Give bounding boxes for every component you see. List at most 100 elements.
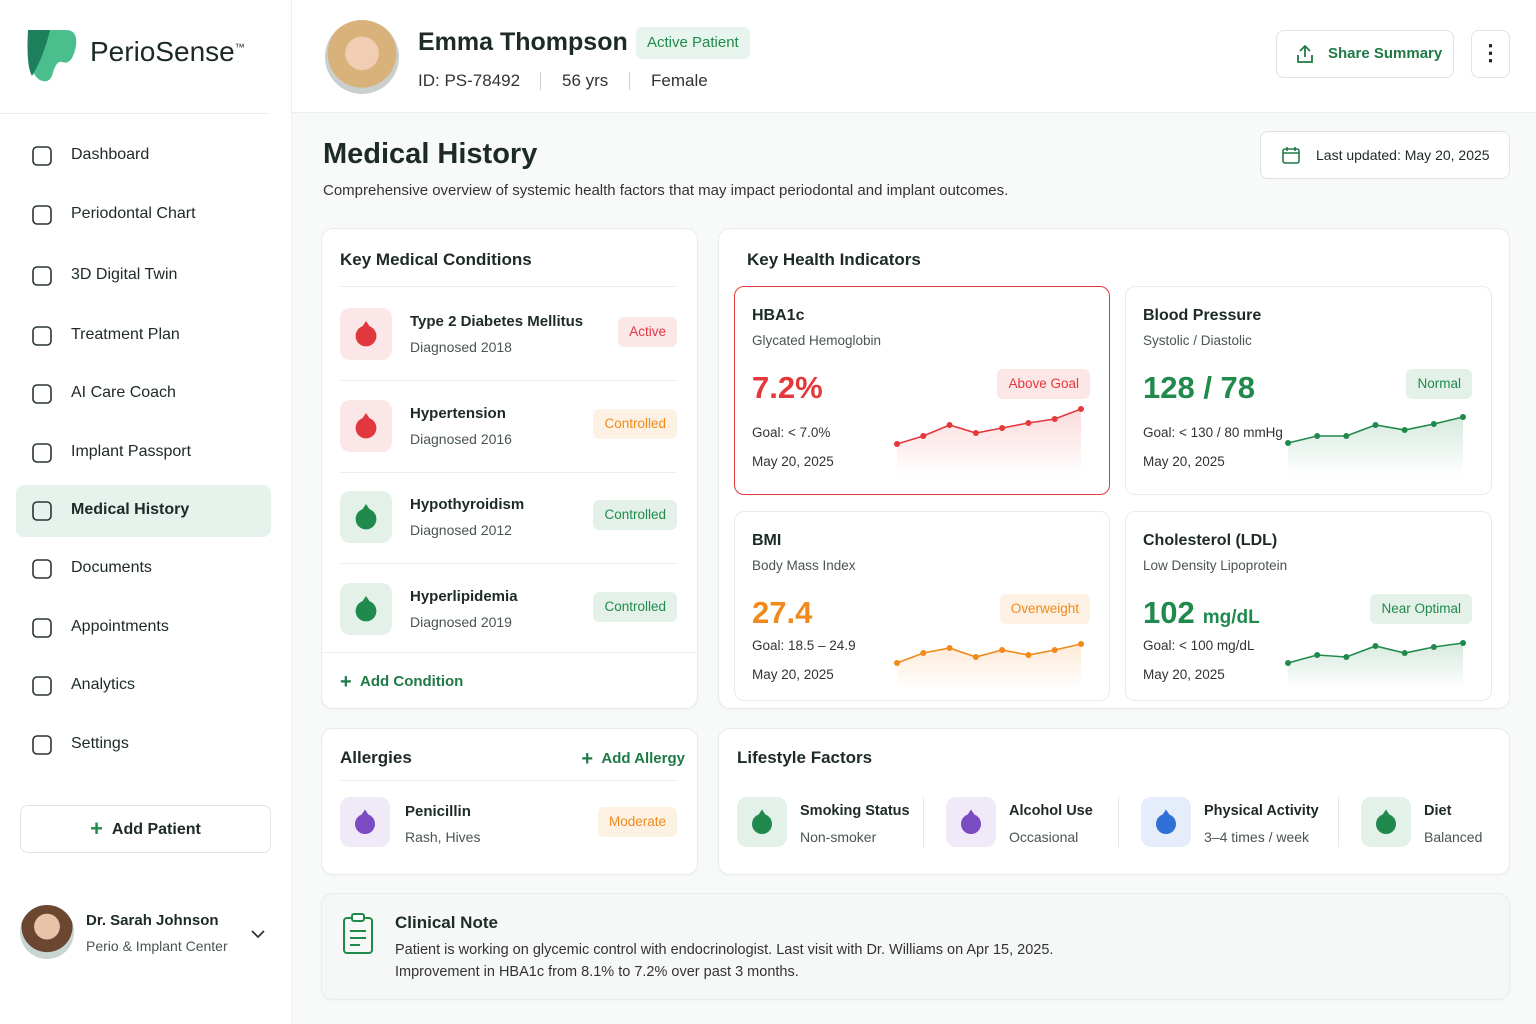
logo <box>27 30 77 82</box>
indicator-value: 102 mg/dL <box>1143 595 1260 630</box>
last-updated-text: Last updated: May 20, 2025 <box>1316 147 1490 163</box>
user-avatar <box>20 905 74 959</box>
patient-age: 56 yrs <box>562 71 609 90</box>
add-patient-button[interactable]: + Add Patient <box>20 805 271 853</box>
add-condition[interactable]: + Add Condition <box>340 671 464 693</box>
glyph <box>357 321 375 334</box>
glyph <box>962 809 980 822</box>
divider <box>340 286 677 287</box>
nav-item[interactable]: Analytics <box>71 676 136 693</box>
indicator-name: BMI <box>752 532 782 549</box>
glyph <box>32 501 52 521</box>
glyph <box>32 266 52 286</box>
add-allergy-label: Add Allergy <box>601 750 685 767</box>
note-line: Patient is working on glycemic control w… <box>395 942 1054 958</box>
separator <box>1118 797 1119 847</box>
user-org: Perio & Implant Center <box>86 938 228 954</box>
glyph <box>753 809 771 822</box>
card-title: Key Health Indicators <box>747 250 921 269</box>
indicator-unit: mg/dL <box>1202 607 1260 628</box>
indicator-subtitle: Low Density Lipoprotein <box>1143 558 1288 573</box>
condition-name: Hypothyroidism <box>410 496 525 513</box>
lifestyle-label: Diet <box>1424 803 1452 819</box>
nav-icon <box>32 443 52 463</box>
lifestyle-label: Alcohol Use <box>1009 803 1093 819</box>
indicator-goal: Goal: < 130 / 80 mmHg <box>1143 425 1283 440</box>
add-patient-label: Add Patient <box>111 821 201 838</box>
indicator-name: Blood Pressure <box>1143 307 1262 324</box>
trademark: ™ <box>234 42 245 54</box>
indicator-date: May 20, 2025 <box>1143 454 1225 469</box>
status-badge: Near Optimal <box>1370 594 1472 624</box>
divider <box>0 113 270 114</box>
condition-icon <box>340 583 392 635</box>
patient-id: ID: PS-78492 <box>418 71 521 90</box>
indicator-date: May 20, 2025 <box>1143 667 1225 682</box>
nav-icon <box>32 501 52 521</box>
add-allergy[interactable]: + Add Allergy <box>581 748 685 770</box>
nav-item[interactable]: Dashboard <box>71 146 150 163</box>
glyph <box>1157 809 1175 822</box>
glyph <box>32 618 52 638</box>
nav-icon <box>32 266 52 286</box>
clinical-note <box>321 893 1510 1000</box>
glyph <box>32 326 52 346</box>
more-button[interactable]: ⋮ <box>1471 30 1510 78</box>
divider <box>340 780 677 781</box>
icon-glyph <box>752 809 772 834</box>
indicator-value: 7.2% <box>752 370 823 405</box>
lifestyle-label: Smoking Status <box>800 803 910 819</box>
user-name: Dr. Sarah Johnson <box>86 912 219 929</box>
condition-diagnosed: Diagnosed 2018 <box>410 339 512 355</box>
divider <box>340 472 677 473</box>
share-button[interactable]: Share Summary <box>1276 30 1454 78</box>
nav-item[interactable]: Settings <box>71 735 129 752</box>
icon-glyph <box>355 321 377 347</box>
nav-item[interactable]: Implant Passport <box>71 443 192 460</box>
condition-diagnosed: Diagnosed 2016 <box>410 431 512 447</box>
glyph <box>32 735 52 755</box>
separator <box>540 72 541 90</box>
page-title: Medical History <box>323 138 538 170</box>
nav-item[interactable]: Documents <box>71 559 152 576</box>
indicator-goal: Goal: < 7.0% <box>752 425 831 440</box>
icon-glyph <box>1376 809 1396 834</box>
icon-glyph <box>355 596 377 622</box>
separator <box>1338 797 1339 847</box>
lifestyle-label: Physical Activity <box>1204 803 1319 819</box>
nav-item[interactable]: 3D Digital Twin <box>71 266 178 283</box>
glyph <box>32 384 52 404</box>
indicator-subtitle: Body Mass Index <box>752 558 856 573</box>
nav-icon <box>32 384 52 404</box>
condition-name: Hyperlipidemia <box>410 588 518 605</box>
nav-item[interactable]: Treatment Plan <box>71 326 180 343</box>
condition-name: Type 2 Diabetes Mellitus <box>410 313 584 330</box>
lifestyle-value: Occasional <box>1009 829 1079 845</box>
status-badge: Moderate <box>597 807 677 837</box>
nav-icon <box>32 618 52 638</box>
nav-item[interactable]: Appointments <box>71 618 169 635</box>
status-badge: Controlled <box>593 500 677 530</box>
status-badge: Controlled <box>593 409 677 439</box>
nav-icon <box>32 676 52 696</box>
icon-glyph <box>355 413 377 439</box>
glyph <box>356 809 374 822</box>
nav-item[interactable]: Periodontal Chart <box>71 205 196 222</box>
status-badge: Controlled <box>593 592 677 622</box>
condition-icon <box>340 491 392 543</box>
status-badge: Overweight <box>999 594 1090 624</box>
lifestyle-card <box>718 728 1510 875</box>
chevron[interactable] <box>250 928 266 940</box>
nav-item[interactable]: AI Care Coach <box>71 384 176 401</box>
indicator-date: May 20, 2025 <box>752 667 834 682</box>
brand-name: PerioSense <box>90 36 235 67</box>
page-subtitle: Comprehensive overview of systemic healt… <box>323 182 1009 199</box>
condition-icon <box>340 308 392 360</box>
indicator-value: 128 / 78 <box>1143 370 1256 405</box>
allergies-card <box>321 728 698 875</box>
nav-item[interactable]: Medical History <box>71 501 190 518</box>
conditions-card <box>321 228 698 709</box>
glyph <box>32 443 52 463</box>
glyph <box>32 676 52 696</box>
